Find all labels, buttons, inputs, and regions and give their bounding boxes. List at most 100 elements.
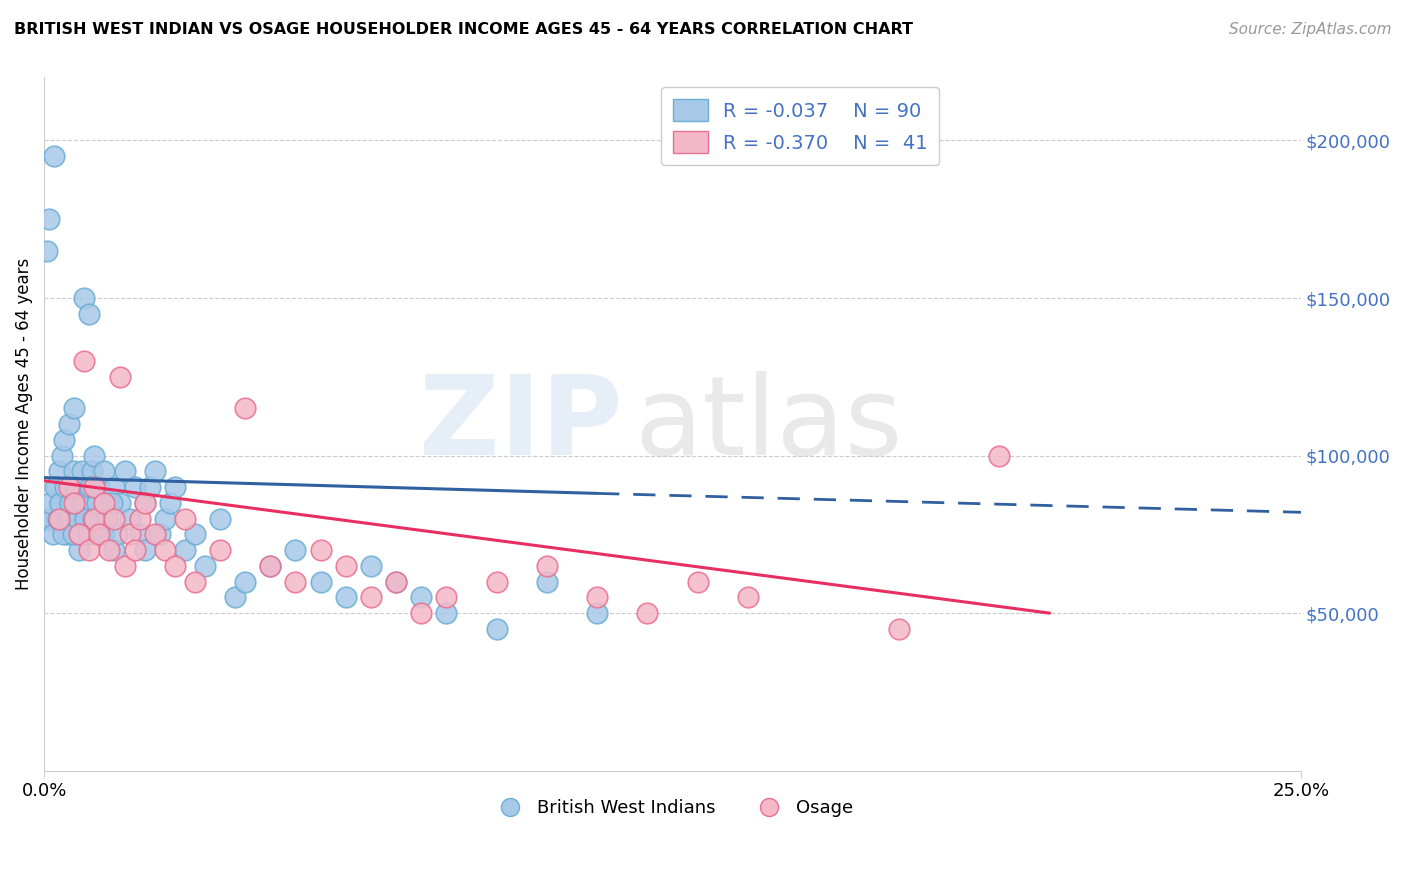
Point: [134, 496, 156, 510]
Point: [686, 574, 709, 589]
Point: [209, 543, 232, 558]
Point: [309, 574, 332, 589]
Point: [75, 511, 97, 525]
Point: [82, 511, 104, 525]
Point: [39, 496, 62, 510]
Point: [124, 480, 146, 494]
Point: [86, 496, 108, 510]
Point: [67, 480, 90, 494]
Point: [105, 527, 128, 541]
Point: [101, 496, 124, 510]
Point: [41, 511, 63, 525]
Point: [173, 543, 195, 558]
Point: [536, 558, 558, 573]
Point: [48, 464, 70, 478]
Point: [434, 606, 457, 620]
Point: [108, 496, 131, 510]
Point: [138, 480, 160, 494]
Point: [309, 543, 332, 558]
Point: [44, 480, 66, 494]
Point: [89, 480, 111, 494]
Point: [70, 464, 93, 478]
Point: [98, 496, 121, 510]
Point: [53, 511, 76, 525]
Point: [149, 527, 172, 541]
Point: [173, 511, 195, 525]
Point: [83, 511, 105, 525]
Point: [44, 149, 66, 163]
Point: [114, 558, 136, 573]
Point: [83, 480, 105, 494]
Point: [103, 511, 125, 525]
Point: [67, 527, 90, 541]
Point: [103, 543, 125, 558]
Point: [63, 401, 86, 416]
Point: [128, 511, 150, 525]
Point: [90, 527, 112, 541]
Point: [124, 543, 146, 558]
Point: [284, 574, 307, 589]
Point: [737, 591, 759, 605]
Point: [209, 511, 232, 525]
Point: [108, 369, 131, 384]
Point: [134, 496, 156, 510]
Point: [93, 464, 115, 478]
Point: [79, 543, 101, 558]
Point: [259, 558, 281, 573]
Point: [153, 543, 176, 558]
Point: [93, 496, 115, 510]
Y-axis label: Householder Income Ages 45 - 64 years: Householder Income Ages 45 - 64 years: [15, 258, 32, 591]
Point: [79, 511, 101, 525]
Point: [259, 558, 281, 573]
Point: [48, 496, 70, 510]
Point: [360, 591, 382, 605]
Point: [42, 527, 65, 541]
Point: [66, 511, 89, 525]
Text: ZIP: ZIP: [419, 370, 623, 477]
Point: [118, 527, 141, 541]
Point: [46, 511, 69, 525]
Point: [79, 480, 101, 494]
Point: [55, 527, 77, 541]
Point: [233, 574, 256, 589]
Point: [184, 574, 207, 589]
Point: [59, 496, 82, 510]
Point: [385, 574, 408, 589]
Point: [62, 527, 84, 541]
Point: [143, 527, 166, 541]
Point: [53, 480, 76, 494]
Point: [284, 543, 307, 558]
Point: [69, 527, 91, 541]
Point: [184, 527, 207, 541]
Point: [58, 480, 80, 494]
Point: [335, 558, 357, 573]
Text: atlas: atlas: [636, 370, 904, 477]
Point: [163, 480, 186, 494]
Point: [51, 449, 73, 463]
Legend: British West Indians, Osage: British West Indians, Osage: [484, 791, 860, 824]
Point: [83, 527, 105, 541]
Point: [63, 496, 86, 510]
Point: [35, 244, 58, 258]
Point: [194, 558, 217, 573]
Point: [73, 354, 96, 368]
Point: [163, 558, 186, 573]
Point: [114, 464, 136, 478]
Point: [49, 496, 72, 510]
Point: [93, 527, 115, 541]
Point: [128, 527, 150, 541]
Point: [586, 606, 609, 620]
Point: [411, 591, 433, 605]
Point: [58, 417, 80, 431]
Point: [73, 291, 96, 305]
Point: [83, 496, 105, 510]
Point: [411, 606, 433, 620]
Point: [37, 511, 59, 525]
Point: [143, 464, 166, 478]
Point: [485, 574, 508, 589]
Point: [636, 606, 658, 620]
Point: [586, 591, 609, 605]
Point: [80, 464, 103, 478]
Point: [58, 511, 80, 525]
Point: [887, 622, 910, 636]
